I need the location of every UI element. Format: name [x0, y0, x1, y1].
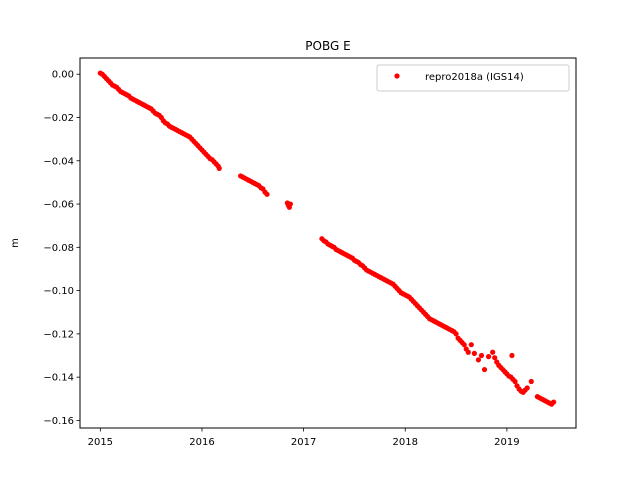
data-point [512, 378, 518, 385]
legend-marker [394, 73, 400, 79]
y-tick-label: −0.02 [43, 113, 74, 124]
chart-title: POBG E [305, 39, 350, 53]
y-tick-label: −0.06 [43, 200, 74, 211]
x-tick-label: 2017 [291, 437, 316, 448]
legend-box [376, 64, 570, 92]
y-axis: 0.00 −0.02 −0.04 −0.06 −0.08 −0.10 −0.12 −0.14 −… [43, 70, 80, 427]
axes-frame [79, 57, 577, 429]
data-point [468, 342, 474, 348]
x-tick-label: 2018 [393, 437, 418, 448]
y-tick-label: −0.08 [43, 243, 74, 254]
y-tick-label: −0.10 [43, 286, 74, 297]
y-tick-label: 0.00 [52, 70, 74, 81]
data-points [97, 70, 557, 407]
data-point [528, 378, 534, 385]
data-point [551, 399, 557, 405]
data-point [465, 349, 471, 355]
data-point [485, 354, 492, 360]
x-tick-label: 2016 [189, 437, 214, 448]
y-tick-label: −0.12 [43, 329, 74, 340]
data-point [509, 352, 515, 359]
data-point [490, 349, 496, 355]
legend: repro2018a (IGS14) [376, 64, 570, 92]
legend-label: repro2018a (IGS14) [425, 72, 524, 83]
x-axis: 2015 2016 2017 2018 2019 [88, 428, 520, 448]
y-tick-label: −0.04 [43, 156, 74, 167]
data-point [264, 191, 270, 197]
y-tick-label: −0.14 [43, 373, 74, 384]
data-point [453, 331, 459, 337]
x-tick-label: 2019 [494, 437, 519, 448]
data-point [287, 201, 293, 207]
data-point [216, 165, 222, 171]
data-point [481, 366, 488, 373]
data-point [524, 385, 530, 391]
y-axis-label: m [10, 238, 21, 248]
data-point [471, 350, 477, 356]
y-tick-label: −0.16 [43, 416, 74, 427]
data-point [475, 357, 482, 363]
data-point [461, 342, 467, 348]
data-point [492, 355, 498, 361]
x-tick-label: 2015 [88, 437, 113, 448]
data-point [478, 352, 485, 359]
